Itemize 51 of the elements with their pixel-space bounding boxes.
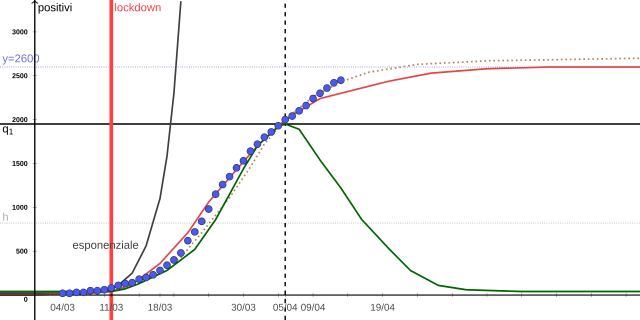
x-tick-label: 05/04: [273, 304, 298, 311]
point: [108, 284, 116, 292]
point: [80, 288, 88, 296]
point: [204, 205, 212, 213]
point: [156, 266, 164, 274]
point: [288, 112, 296, 120]
point: [330, 78, 338, 87]
point: [309, 94, 317, 102]
point: [254, 140, 262, 148]
point: [260, 133, 268, 141]
y-axis-title: positivi: [38, 3, 72, 14]
point: [190, 228, 199, 236]
point: [218, 180, 226, 188]
point: [94, 286, 102, 294]
point: [323, 84, 331, 92]
point: [274, 122, 282, 130]
x-tick-label: 30/03: [232, 304, 256, 311]
point: [198, 218, 206, 226]
x-tick-label: 09/04: [301, 304, 326, 311]
point: [86, 286, 94, 294]
point: [232, 164, 240, 172]
x-tick-label: 19/04: [371, 304, 395, 311]
point: [58, 289, 66, 298]
point: [295, 107, 303, 115]
point: [121, 280, 130, 288]
point: [268, 128, 276, 136]
point: [240, 157, 248, 165]
point: [72, 288, 80, 296]
point: [170, 256, 178, 264]
point: [149, 271, 157, 279]
point: [337, 76, 345, 84]
point: [226, 172, 234, 180]
point: [114, 282, 122, 290]
point: [142, 274, 150, 282]
point: [302, 102, 310, 110]
point: [184, 236, 192, 244]
ref-line-label: lockdown: [115, 3, 161, 12]
x-tick-label: 04/03: [50, 304, 74, 311]
ref-line-label: q$_{1}$: [2, 126, 13, 135]
point: [128, 278, 136, 287]
ref-line-label: h: [3, 212, 8, 221]
point: [135, 275, 143, 284]
point: [163, 261, 171, 269]
point: [246, 147, 254, 155]
point: [212, 190, 220, 198]
point: [66, 289, 74, 298]
x-tick-label: 18/03: [148, 304, 172, 311]
point: [100, 286, 108, 294]
point: [177, 249, 185, 257]
point: [281, 116, 290, 124]
point: [316, 90, 324, 98]
